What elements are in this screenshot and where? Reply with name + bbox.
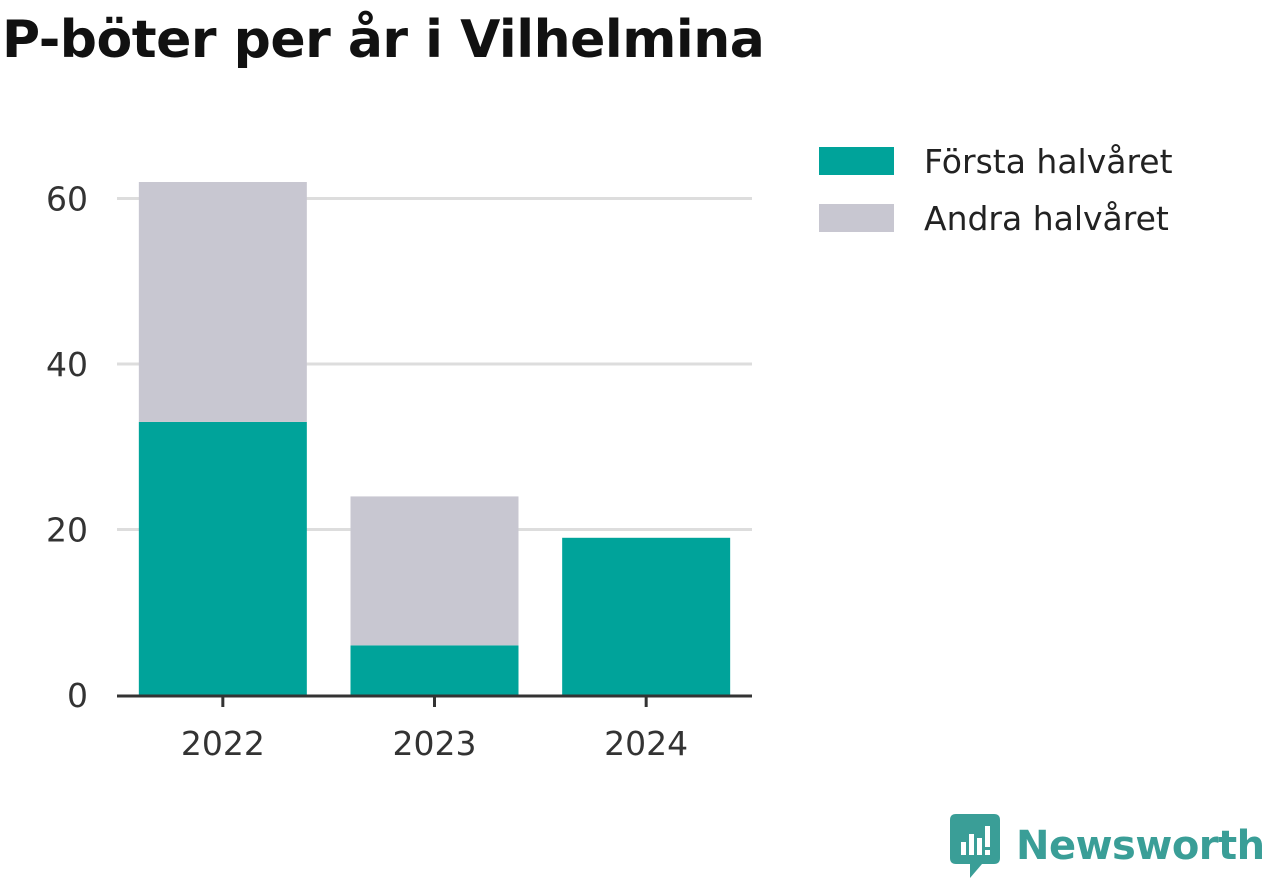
brand-name: Newsworthy [1016, 823, 1262, 869]
x-tick-label: 2023 [393, 724, 477, 763]
bar-2022-series-1 [138, 421, 307, 695]
y-tick-label: 0 [67, 676, 88, 715]
y-tick-label: 20 [46, 511, 88, 550]
bar-2023-series-2 [350, 496, 519, 646]
legend: Första halvåret Andra halvåret [819, 142, 1173, 238]
newsworthy-logo-icon [950, 814, 1000, 878]
legend-swatch [819, 147, 894, 175]
legend-swatch [819, 204, 894, 232]
legend-label: Andra halvåret [924, 199, 1169, 238]
x-axis [117, 694, 752, 707]
y-tick-label: 40 [46, 345, 88, 384]
x-tick-label: 2022 [181, 724, 265, 763]
x-axis-tick-labels: 2022 2023 2024 [181, 724, 688, 763]
brand-logo: Newsworthy [950, 814, 1262, 878]
x-tick-label: 2024 [604, 724, 688, 763]
y-axis-tick-labels: 0 20 40 60 [46, 180, 88, 715]
chart-title: P-böter per år i Vilhelmina [2, 10, 765, 70]
bars [138, 182, 731, 695]
bar-2023-series-1 [350, 645, 519, 695]
legend-label: Första halvåret [924, 142, 1173, 181]
bar-2024-series-1 [562, 537, 731, 695]
y-tick-label: 60 [46, 180, 88, 219]
bar-2022-series-2 [138, 182, 307, 422]
